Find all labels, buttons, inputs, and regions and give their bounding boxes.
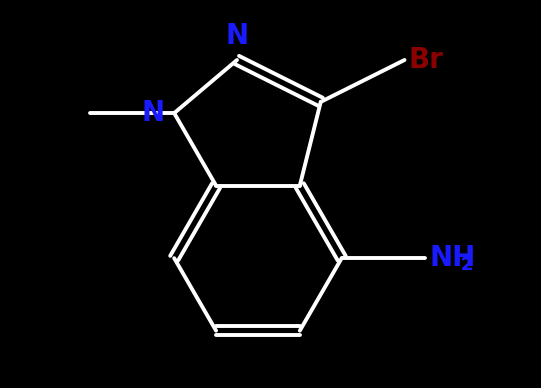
Text: 2: 2 [460,256,473,274]
Text: Br: Br [408,46,444,74]
Text: N: N [141,99,164,127]
Text: N: N [226,22,248,50]
Text: NH: NH [430,244,476,272]
Text: 2: 2 [460,256,473,274]
